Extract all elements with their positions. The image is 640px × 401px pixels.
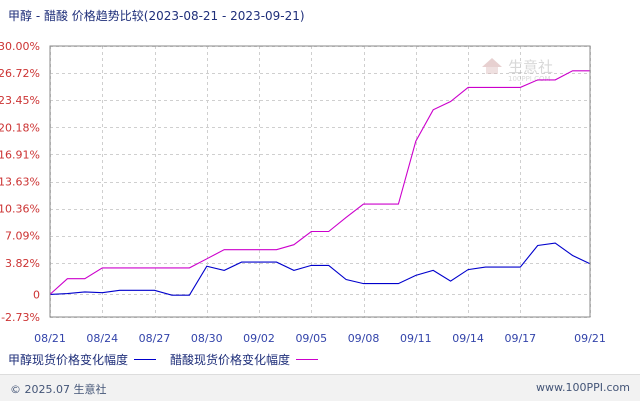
legend-swatch-acetic-acid	[296, 359, 319, 360]
y-tick-label-0: 30.00%	[0, 40, 40, 53]
x-tick-label-2: 08/27	[139, 332, 171, 345]
y-tick-label-9: 0	[33, 288, 40, 301]
x-tick-label-6: 09/08	[348, 332, 380, 345]
watermark-url: 100PPI.COM	[508, 75, 551, 83]
y-tick-label-3: 20.18%	[0, 121, 40, 134]
x-tick-label-9: 09/17	[504, 332, 536, 345]
legend-label-acetic-acid: 醋酸现货价格变化幅度	[170, 353, 291, 367]
x-tick-label-4: 09/02	[243, 332, 275, 345]
y-tick-label-10: -2.73%	[1, 311, 40, 324]
footer-link[interactable]: www.100PPI.com	[536, 381, 630, 394]
x-tick-label-1: 08/24	[86, 332, 118, 345]
y-tick-label-5: 13.63%	[0, 176, 40, 189]
legend-label-methanol: 甲醇现货价格变化幅度	[8, 353, 129, 367]
series-line-1	[49, 70, 590, 295]
chart-title: 甲醇 - 醋酸 价格趋势比较(2023-08-21 - 2023-09-21)	[8, 9, 305, 23]
watermark-logo: 生意社 100PPI.COM	[482, 58, 553, 83]
legend-item-methanol: 甲醇现货价格变化幅度	[8, 351, 157, 368]
x-tick-label-7: 09/11	[400, 332, 432, 345]
line-chart: 生意社 100PPI.COM 30.00% 26.72% 23.45% 20.18% 1…	[0, 40, 606, 345]
watermark-logo-roof	[482, 58, 502, 67]
legend-swatch-methanol	[134, 359, 157, 360]
watermark-logo-base	[486, 66, 498, 74]
x-tick-label-0: 08/21	[34, 332, 66, 345]
x-tick-label-5: 09/05	[295, 332, 327, 345]
y-tick-label-1: 26.72%	[0, 67, 40, 80]
x-tick-labels: 08/21 08/24 08/27 08/30 09/02 09/05 09/08 09/11…	[34, 332, 606, 345]
plot-frame	[49, 45, 591, 318]
x-tick-label-8: 09/14	[452, 332, 484, 345]
watermark-brand: 生意社	[508, 58, 553, 76]
y-tick-label-2: 23.45%	[0, 94, 40, 107]
y-tick-labels: 30.00% 26.72% 23.45% 20.18% 16.91% 13.63% 10.3…	[0, 40, 40, 324]
footer-copyright: © 2025.07 生意社	[10, 383, 107, 396]
x-tick-label-10: 09/21	[574, 332, 606, 345]
legend: 甲醇现货价格变化幅度 醋酸现货价格变化幅度	[8, 351, 332, 368]
x-tick-label-3: 08/30	[191, 332, 223, 345]
series-lines	[49, 70, 591, 296]
y-tick-label-6: 10.36%	[0, 203, 40, 216]
gridlines	[50, 46, 591, 318]
footer-bar: © 2025.07 生意社 www.100PPI.com	[0, 374, 640, 401]
legend-item-acetic-acid: 醋酸现货价格变化幅度	[170, 351, 319, 368]
y-tick-label-8: 3.82%	[5, 257, 40, 270]
series-line-0	[49, 242, 591, 296]
y-tick-label-7: 7.09%	[5, 230, 40, 243]
y-tick-label-4: 16.91%	[0, 148, 40, 161]
